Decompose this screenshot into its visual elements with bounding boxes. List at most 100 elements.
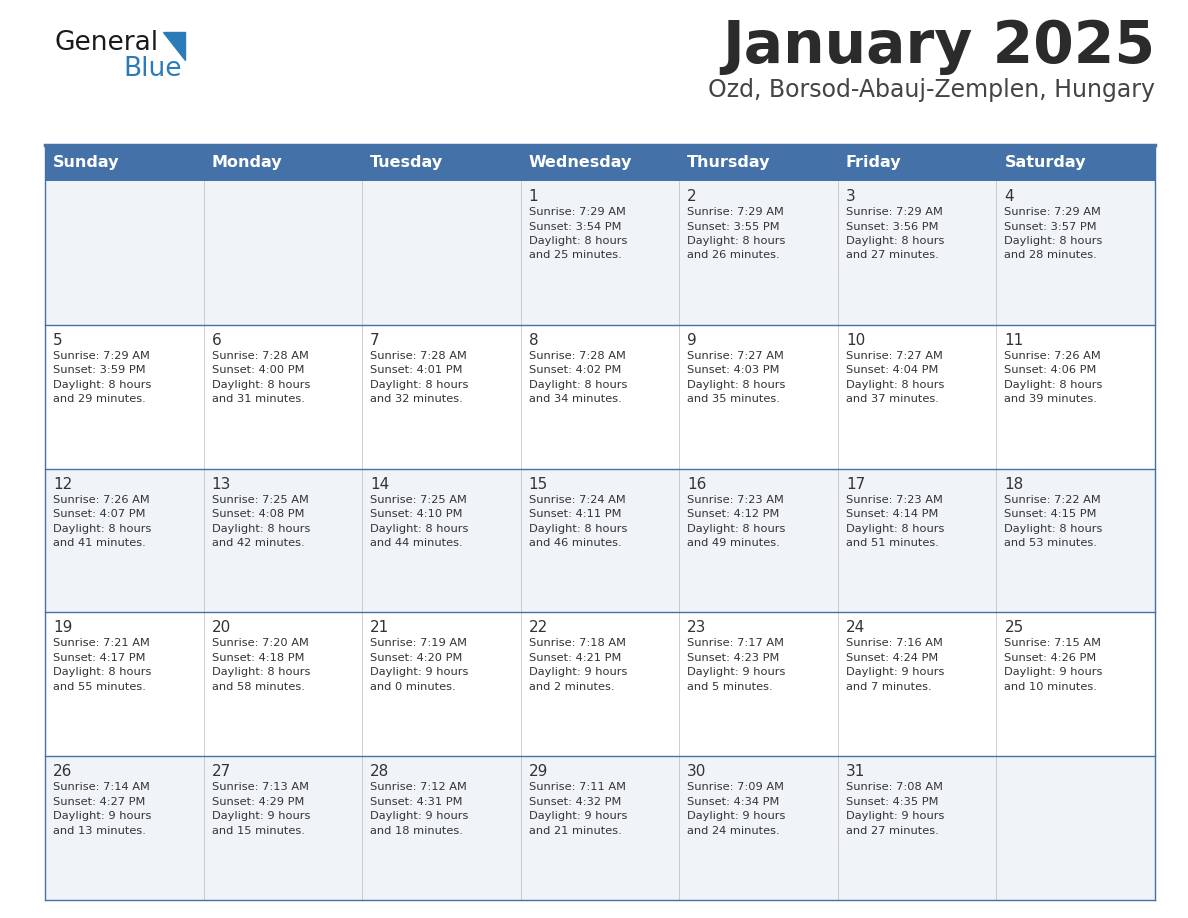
Text: Sunset: 4:35 PM: Sunset: 4:35 PM [846, 797, 939, 807]
Text: Sunrise: 7:14 AM: Sunrise: 7:14 AM [53, 782, 150, 792]
Text: Saturday: Saturday [1004, 155, 1086, 171]
Text: Daylight: 8 hours: Daylight: 8 hours [688, 380, 785, 390]
Text: Sunset: 4:02 PM: Sunset: 4:02 PM [529, 365, 621, 375]
Text: and 24 minutes.: and 24 minutes. [688, 825, 779, 835]
Text: Daylight: 8 hours: Daylight: 8 hours [688, 236, 785, 246]
Text: Sunset: 4:04 PM: Sunset: 4:04 PM [846, 365, 939, 375]
Text: Daylight: 8 hours: Daylight: 8 hours [688, 523, 785, 533]
Text: Sunset: 4:06 PM: Sunset: 4:06 PM [1004, 365, 1097, 375]
Text: and 2 minutes.: and 2 minutes. [529, 682, 614, 692]
Text: 23: 23 [688, 621, 707, 635]
Bar [997, 145, 1155, 181]
Text: Daylight: 8 hours: Daylight: 8 hours [1004, 236, 1102, 246]
Bar [203, 145, 362, 181]
Text: Sunrise: 7:23 AM: Sunrise: 7:23 AM [688, 495, 784, 505]
Text: and 46 minutes.: and 46 minutes. [529, 538, 621, 548]
Text: Sunrise: 7:11 AM: Sunrise: 7:11 AM [529, 782, 626, 792]
Text: Daylight: 8 hours: Daylight: 8 hours [846, 523, 944, 533]
Text: 26: 26 [53, 764, 72, 779]
Text: Daylight: 8 hours: Daylight: 8 hours [1004, 523, 1102, 533]
Text: Sunrise: 7:28 AM: Sunrise: 7:28 AM [211, 351, 309, 361]
Text: Sunset: 4:21 PM: Sunset: 4:21 PM [529, 653, 621, 663]
Text: and 35 minutes.: and 35 minutes. [688, 395, 781, 404]
Text: Sunset: 3:59 PM: Sunset: 3:59 PM [53, 365, 146, 375]
Text: Daylight: 8 hours: Daylight: 8 hours [53, 523, 151, 533]
Text: Sunrise: 7:26 AM: Sunrise: 7:26 AM [1004, 351, 1101, 361]
Text: 31: 31 [846, 764, 865, 779]
Text: Tuesday: Tuesday [371, 155, 443, 171]
Text: Sunset: 4:31 PM: Sunset: 4:31 PM [371, 797, 462, 807]
Text: Sunrise: 7:09 AM: Sunrise: 7:09 AM [688, 782, 784, 792]
Text: Sunset: 4:15 PM: Sunset: 4:15 PM [1004, 509, 1097, 519]
Text: Sunrise: 7:27 AM: Sunrise: 7:27 AM [688, 351, 784, 361]
Text: Daylight: 8 hours: Daylight: 8 hours [53, 380, 151, 390]
Text: Daylight: 9 hours: Daylight: 9 hours [371, 667, 468, 677]
Text: Sunset: 3:55 PM: Sunset: 3:55 PM [688, 221, 779, 231]
Text: Sunset: 4:23 PM: Sunset: 4:23 PM [688, 653, 779, 663]
Text: Sunrise: 7:29 AM: Sunrise: 7:29 AM [846, 207, 943, 217]
Text: Sunset: 4:14 PM: Sunset: 4:14 PM [846, 509, 939, 519]
Text: 28: 28 [371, 764, 390, 779]
Text: and 44 minutes.: and 44 minutes. [371, 538, 463, 548]
Text: Sunrise: 7:21 AM: Sunrise: 7:21 AM [53, 638, 150, 648]
Text: and 27 minutes.: and 27 minutes. [846, 251, 939, 261]
Bar [362, 145, 520, 181]
Bar [45, 145, 203, 181]
Text: Sunset: 4:00 PM: Sunset: 4:00 PM [211, 365, 304, 375]
Text: Sunrise: 7:29 AM: Sunrise: 7:29 AM [529, 207, 626, 217]
Text: and 55 minutes.: and 55 minutes. [53, 682, 146, 692]
Text: Daylight: 8 hours: Daylight: 8 hours [529, 380, 627, 390]
Text: 8: 8 [529, 333, 538, 348]
Text: Sunset: 4:20 PM: Sunset: 4:20 PM [371, 653, 462, 663]
Text: Daylight: 9 hours: Daylight: 9 hours [371, 812, 468, 822]
Text: Sunset: 4:34 PM: Sunset: 4:34 PM [688, 797, 779, 807]
Text: Sunset: 3:56 PM: Sunset: 3:56 PM [846, 221, 939, 231]
Text: Thursday: Thursday [688, 155, 771, 171]
Text: Friday: Friday [846, 155, 902, 171]
Text: Wednesday: Wednesday [529, 155, 632, 171]
Text: Sunrise: 7:20 AM: Sunrise: 7:20 AM [211, 638, 309, 648]
Text: 16: 16 [688, 476, 707, 492]
Text: Daylight: 8 hours: Daylight: 8 hours [1004, 380, 1102, 390]
Text: and 26 minutes.: and 26 minutes. [688, 251, 779, 261]
Text: Sunset: 4:24 PM: Sunset: 4:24 PM [846, 653, 939, 663]
Text: 19: 19 [53, 621, 72, 635]
Text: 5: 5 [53, 333, 63, 348]
Text: Daylight: 8 hours: Daylight: 8 hours [529, 236, 627, 246]
Text: and 0 minutes.: and 0 minutes. [371, 682, 456, 692]
Text: Daylight: 8 hours: Daylight: 8 hours [529, 523, 627, 533]
Text: Sunset: 3:54 PM: Sunset: 3:54 PM [529, 221, 621, 231]
Text: and 32 minutes.: and 32 minutes. [371, 395, 463, 404]
Text: Daylight: 8 hours: Daylight: 8 hours [371, 523, 468, 533]
Text: 14: 14 [371, 476, 390, 492]
Text: Sunday: Sunday [53, 155, 120, 171]
Text: and 27 minutes.: and 27 minutes. [846, 825, 939, 835]
Text: 18: 18 [1004, 476, 1024, 492]
Text: Sunset: 4:26 PM: Sunset: 4:26 PM [1004, 653, 1097, 663]
Text: January 2025: January 2025 [722, 18, 1155, 75]
Text: Monday: Monday [211, 155, 283, 171]
Text: Daylight: 9 hours: Daylight: 9 hours [846, 667, 944, 677]
Text: 20: 20 [211, 621, 230, 635]
Text: Sunrise: 7:18 AM: Sunrise: 7:18 AM [529, 638, 626, 648]
Text: Sunset: 4:17 PM: Sunset: 4:17 PM [53, 653, 145, 663]
Text: Sunrise: 7:28 AM: Sunrise: 7:28 AM [371, 351, 467, 361]
Text: Sunset: 4:32 PM: Sunset: 4:32 PM [529, 797, 621, 807]
Text: 10: 10 [846, 333, 865, 348]
Text: 4: 4 [1004, 189, 1015, 204]
Text: Sunrise: 7:27 AM: Sunrise: 7:27 AM [846, 351, 943, 361]
Text: Sunrise: 7:16 AM: Sunrise: 7:16 AM [846, 638, 943, 648]
Text: Daylight: 9 hours: Daylight: 9 hours [688, 812, 785, 822]
Text: 11: 11 [1004, 333, 1024, 348]
Text: and 18 minutes.: and 18 minutes. [371, 825, 463, 835]
Text: Sunrise: 7:08 AM: Sunrise: 7:08 AM [846, 782, 943, 792]
Text: Daylight: 9 hours: Daylight: 9 hours [53, 812, 151, 822]
Text: Sunrise: 7:28 AM: Sunrise: 7:28 AM [529, 351, 626, 361]
Text: Sunset: 4:18 PM: Sunset: 4:18 PM [211, 653, 304, 663]
Text: 24: 24 [846, 621, 865, 635]
Text: and 42 minutes.: and 42 minutes. [211, 538, 304, 548]
Text: Daylight: 9 hours: Daylight: 9 hours [529, 812, 627, 822]
Bar [45, 756, 1155, 900]
Text: Daylight: 8 hours: Daylight: 8 hours [211, 523, 310, 533]
Text: Sunrise: 7:29 AM: Sunrise: 7:29 AM [688, 207, 784, 217]
